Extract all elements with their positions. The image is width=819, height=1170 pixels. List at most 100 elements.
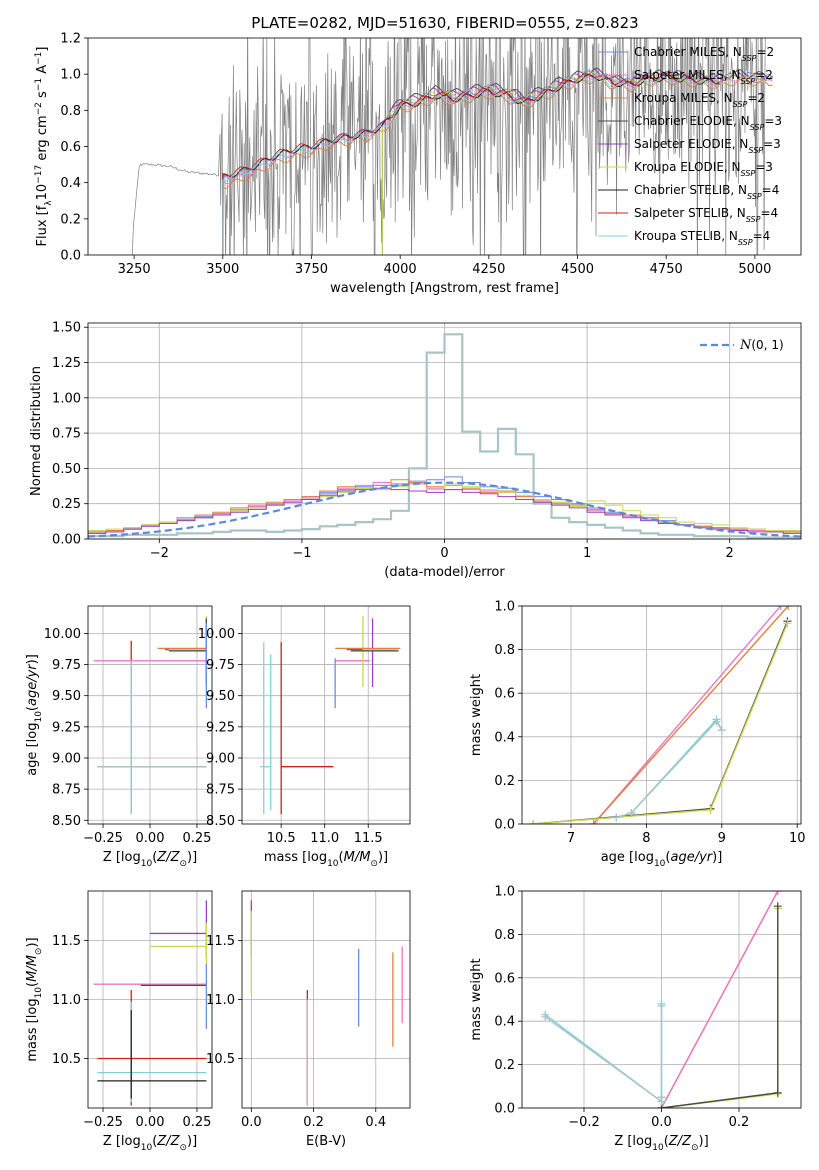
y-tick-label: 0.6: [494, 687, 515, 702]
axes-frame: [87, 322, 802, 540]
x-tick-label: 11.5: [354, 831, 383, 846]
y-tick-label: 0.4: [494, 730, 515, 745]
legend-label-sub: SSP: [741, 169, 756, 178]
plot-area-weight-vs-age: [529, 606, 793, 824]
legend-label: Salpeter MILES, NSSP=2: [634, 68, 773, 86]
x-axis-label-part: age [log: [601, 850, 654, 865]
y-tick-label: 1.25: [52, 356, 81, 371]
legend-label: Salpeter STELIB, NSSP=4: [634, 206, 778, 224]
x-axis-label: Z [log10(Z/Z⊙)]: [614, 1134, 708, 1153]
y-tick-label: 1.2: [60, 32, 81, 47]
y-axis-label-part: (: [25, 982, 40, 987]
x-axis-label-part: )]: [187, 850, 197, 865]
x-axis-label-part: ⊙: [179, 859, 187, 869]
weight-marker: [783, 619, 792, 628]
y-tick-label: 8.75: [52, 783, 81, 798]
x-tick-label: 0.25: [182, 831, 211, 846]
y-tick-label: 9.25: [206, 720, 235, 735]
plot-area-weight-vs-z: [541, 891, 782, 1108]
y-axis-label-part: )]: [25, 654, 40, 664]
y-axis-label: age [log10(age/yr)]: [25, 654, 44, 776]
panel-age-vs-mass: 10.5 11.0 11.5 8.50 8.75 9.00 9.25 9.50 9.75 10.0…: [198, 605, 411, 869]
y-tick-label: 0.6: [60, 140, 81, 155]
y-tick-label: 0.4: [494, 1015, 515, 1030]
y-tick-label: 1.0: [494, 600, 515, 615]
y-axis-label-part: Flux [f: [35, 205, 50, 246]
x-axis-label-part: )]: [187, 1134, 197, 1149]
weight-marker: [717, 726, 726, 735]
legend-label-sub: SSP: [738, 238, 753, 247]
x-axis-label-part: age/yr: [670, 850, 713, 865]
y-tick-label: 9.00: [52, 751, 81, 766]
x-tick-label: 0.4: [365, 1115, 386, 1130]
legend-label-part: N: [739, 338, 752, 353]
x-axis-label-part: 10: [141, 1143, 153, 1153]
x-axis-label: mass [log10(M/M⊙)]: [264, 850, 388, 869]
y-tick-label: 10.5: [206, 1052, 235, 1067]
weight-marker: [541, 1012, 550, 1021]
y-axis-label-part: −17: [34, 165, 44, 184]
y-tick-label: 10.00: [44, 627, 81, 642]
errorbar-point: [97, 1010, 207, 1099]
weight-marker: [589, 820, 598, 824]
x-tick-label: 0.0: [241, 1115, 262, 1130]
y-tick-label: 0.75: [52, 427, 81, 442]
x-axis-label-part: (: [664, 1134, 669, 1149]
legend-label: Salpeter ELODIE, NSSP=3: [634, 137, 781, 155]
x-axis-label-part: mass [log: [264, 850, 327, 865]
y-tick-label: 0.8: [494, 643, 515, 658]
legend-label-part: =4: [760, 206, 778, 220]
errorbar-point: [260, 654, 272, 811]
y-tick-label: 0.4: [60, 176, 81, 191]
legend-label-sub: SSP: [742, 54, 757, 63]
x-tick-label: −0.25: [83, 831, 123, 846]
legend-label: Kroupa ELODIE, NSSP=3: [634, 160, 773, 178]
axes-frame: [241, 890, 411, 1109]
plot-area-residuals: [88, 333, 801, 539]
errorbar-point: [97, 990, 207, 1106]
y-tick-label: 10.5: [52, 1052, 81, 1067]
legend-label-part: Salpeter ELODIE, N: [634, 137, 748, 151]
errorbar-point: [150, 900, 208, 958]
x-axis-label-part: ⊙: [179, 1143, 187, 1153]
figure-title: PLATE=0282, MJD=51630, FIBERID=0555, z=0…: [251, 14, 638, 32]
x-axis-label-part: Z/Z: [156, 1134, 180, 1149]
x-tick-label: 3250: [118, 262, 151, 277]
y-tick-label: 0.6: [494, 971, 515, 986]
y-tick-label: 9.25: [52, 720, 81, 735]
y-tick-label: 0.8: [494, 928, 515, 943]
x-axis-label: Z [log10(Z/Z⊙)]: [103, 850, 197, 869]
y-tick-label: 9.50: [206, 689, 235, 704]
weight-marker: [773, 891, 782, 895]
legend-label-part: =3: [763, 137, 781, 151]
legend-label-part: Salpeter MILES, N: [634, 68, 741, 82]
legend-label-part: =4: [762, 183, 780, 197]
axes-frame: [87, 37, 802, 256]
y-axis-label-part: λ: [44, 200, 54, 206]
axes-frame: [87, 890, 213, 1109]
x-axis-label: (data-model)/error: [384, 565, 505, 580]
weight-line: [533, 623, 789, 824]
y-axis-label: Flux [fλ10−17 erg cm−2 s−1 A−1]: [34, 47, 54, 247]
x-tick-label: 10: [789, 831, 806, 846]
weight-marker: [529, 820, 538, 824]
x-tick-label: 0.2: [729, 1115, 750, 1130]
weight-line: [661, 906, 779, 1108]
x-tick-label: −0.2: [568, 1115, 600, 1130]
axes-frame: [87, 605, 213, 825]
y-tick-label: 8.50: [52, 814, 81, 829]
model-spectrum-line: [222, 76, 720, 255]
weight-marker: [784, 606, 793, 610]
x-axis-label-part: Z [log: [103, 850, 141, 865]
x-axis-label-part: Z/Z: [156, 850, 180, 865]
y-axis-label-part: −2: [34, 102, 44, 115]
panel-weight-vs-z: −0.2 0.0 0.2 0.0 0.2 0.4 0.6 0.8 1.0 Z [log10(Z/Z…: [469, 885, 802, 1153]
plot-area-mass-vs-z: [93, 900, 208, 1106]
x-axis-label: age [log10(age/yr)]: [601, 850, 723, 869]
legend-label: Kroupa MILES, NSSP=2: [634, 91, 765, 109]
x-axis-label-part: 10: [652, 1143, 664, 1153]
weight-line: [616, 720, 723, 819]
legend-label: Chabrier ELODIE, NSSP=3: [634, 114, 782, 132]
y-tick-label: 1.0: [494, 885, 515, 900]
